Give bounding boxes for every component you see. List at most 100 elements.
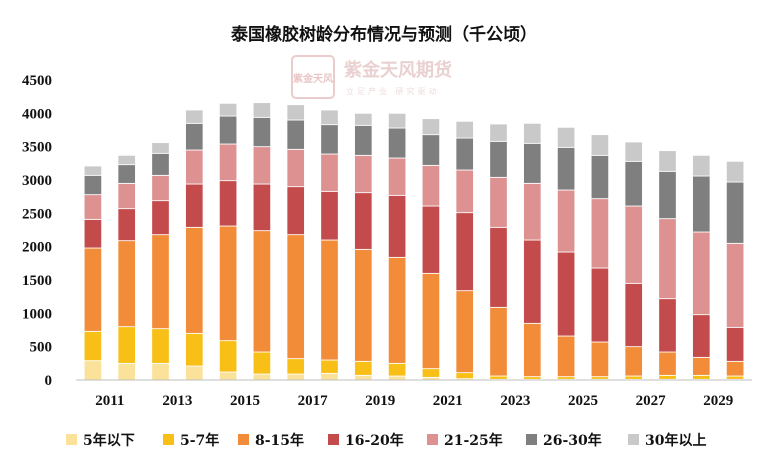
bar-segment <box>286 373 305 381</box>
bar-segment <box>624 282 643 348</box>
bar-segment <box>185 149 204 185</box>
bar-segment <box>387 256 407 364</box>
bar-segment <box>387 194 407 258</box>
legend-label: 8-15年 <box>255 432 304 449</box>
bar-segment <box>83 165 103 176</box>
y-tick-label: 3500 <box>22 140 52 156</box>
bar-segment <box>523 142 542 184</box>
x-tick-label: 2013 <box>162 393 192 409</box>
bar-segment <box>218 225 238 342</box>
bar-segment <box>624 375 643 380</box>
x-axis: 2011 2013 2015 2017 2019 2021 2023 2025 2027 2029 <box>76 379 752 409</box>
x-tick-label: 2023 <box>500 393 530 409</box>
legend-swatch <box>163 434 174 445</box>
y-tick-label: 500 <box>30 340 53 356</box>
bar-segment <box>252 116 272 148</box>
x-tick-label: 2021 <box>433 393 463 409</box>
bar-segment <box>725 360 745 377</box>
bar-segment <box>692 175 711 233</box>
x-tick-label: 2011 <box>95 393 124 409</box>
bar-segment <box>489 123 508 142</box>
bar-segment <box>692 356 711 376</box>
bar-segment <box>523 182 542 241</box>
bar-segment <box>117 164 136 184</box>
bar-segment <box>725 242 745 328</box>
bar-segment <box>185 365 204 381</box>
bar-segment <box>218 180 238 227</box>
bar-segment <box>455 137 474 171</box>
legend-swatch <box>427 434 438 445</box>
y-tick-label: 2500 <box>22 206 52 222</box>
bar-segment <box>185 332 204 367</box>
bar-segment <box>624 141 643 162</box>
bar-segment <box>725 181 745 244</box>
bar-segment <box>83 360 103 381</box>
bar-segment <box>489 226 508 308</box>
bar-segment <box>590 154 610 200</box>
legend-swatch <box>526 434 537 445</box>
bar-segment <box>421 118 441 136</box>
bar-segment <box>556 251 576 337</box>
legend-label: 5年以下 <box>83 432 135 449</box>
bar-segment <box>692 154 711 177</box>
bar-segment <box>658 351 677 376</box>
bar-segment <box>556 376 576 380</box>
legend-swatch <box>628 434 639 445</box>
bar-segment <box>320 372 339 381</box>
bar-segment <box>455 120 474 139</box>
bar-segment <box>320 109 339 126</box>
bar-segment <box>286 186 305 236</box>
legend-swatch <box>238 434 249 445</box>
bar-segment <box>692 314 711 358</box>
bar-segment <box>658 150 677 172</box>
bar-segment <box>354 112 373 126</box>
bar-segment <box>185 226 204 334</box>
y-tick-label: 1000 <box>22 306 52 322</box>
bar-segment <box>556 189 576 253</box>
bar-segment <box>286 234 305 360</box>
bar-segment <box>455 212 474 292</box>
bar-segment <box>218 143 238 182</box>
bar-segment <box>658 218 677 300</box>
bar-segment <box>117 182 136 210</box>
bar-segment <box>658 374 677 380</box>
bar-segment <box>590 376 610 380</box>
bar-segment <box>286 104 305 121</box>
legend-label: 26-30年 <box>543 432 602 449</box>
bar-segment <box>218 340 238 373</box>
y-tick-label: 0 <box>45 373 53 389</box>
bar-segment <box>489 375 508 380</box>
bar-segment <box>354 154 373 194</box>
bar-segment <box>151 362 170 381</box>
bar-segment <box>151 200 170 236</box>
bar-segment <box>354 248 373 362</box>
legend-swatch <box>328 434 339 445</box>
bar-segment <box>320 239 339 361</box>
watermark-seal-icon <box>291 55 335 99</box>
bar-segment <box>83 194 103 220</box>
bar-segment <box>83 218 103 249</box>
bar-segment <box>117 326 136 364</box>
bar-segment <box>117 240 136 328</box>
watermark-logo: 紫金天风 紫金天风期货 立足产业 研究驱动 <box>291 55 452 99</box>
bar-segment <box>421 134 441 166</box>
bar-segment <box>725 375 745 380</box>
bar-segment <box>590 134 610 156</box>
bar-segment <box>692 374 711 380</box>
bar-segment <box>387 112 407 129</box>
bars <box>83 102 745 381</box>
bar-segment <box>523 122 542 144</box>
bar-segment <box>421 164 441 207</box>
bar-segment <box>523 376 542 380</box>
bar-segment <box>489 140 508 178</box>
bar-segment <box>489 176 508 228</box>
bar-segment <box>218 102 238 117</box>
bar-segment <box>185 122 204 151</box>
legend-label: 21-25年 <box>444 432 503 449</box>
y-tick-label: 2000 <box>22 240 52 256</box>
bar-segment <box>286 119 305 150</box>
bar-segment <box>252 183 272 232</box>
bar-segment <box>354 360 373 376</box>
legend-label: 30年以上 <box>645 432 706 449</box>
